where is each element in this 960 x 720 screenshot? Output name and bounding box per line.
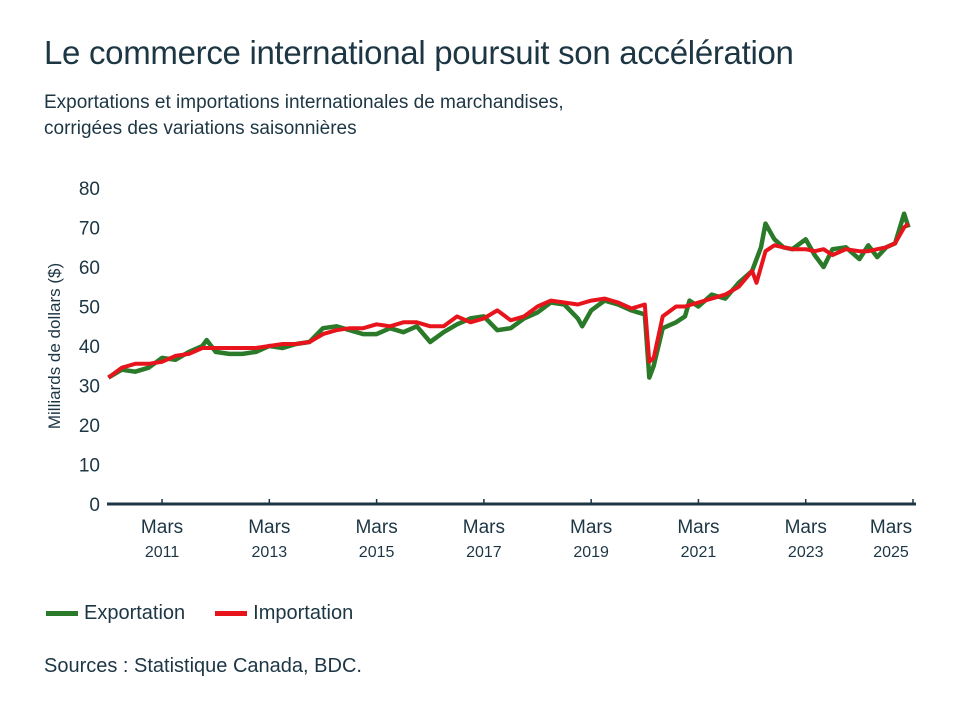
legend-item-exportation: Exportation — [46, 602, 185, 625]
y-tick-label: 80 — [79, 179, 100, 200]
subtitle-line: Exportations et importations internation… — [44, 92, 564, 113]
series-lines — [107, 211, 911, 380]
y-tick-label: 30 — [79, 377, 100, 398]
y-axis: 0 10 20 30 40 50 60 70 80 — [79, 179, 100, 516]
x-tick-label: Mars — [870, 517, 912, 538]
legend-label: Importation — [253, 602, 354, 624]
x-tick-sublabel: 2023 — [788, 544, 824, 561]
x-tick-label: Mars — [677, 517, 719, 538]
x-tick-sublabel: 2025 — [873, 544, 909, 561]
x-tick-label: Mars — [248, 517, 290, 538]
legend-label: Exportation — [84, 602, 186, 624]
x-tick-sublabel: 2017 — [466, 544, 502, 561]
source-note: Sources : Statistique Canada, BDC. — [44, 655, 362, 677]
y-tick-label: 50 — [79, 298, 100, 319]
x-tick-sublabel: 2019 — [573, 544, 609, 561]
series-line-exportation — [107, 211, 911, 380]
y-tick-label: 60 — [79, 258, 100, 279]
x-tick-label: Mars — [570, 517, 612, 538]
y-tick-label: 70 — [79, 219, 100, 240]
y-tick-label: 10 — [79, 456, 100, 477]
y-tick-label: 40 — [79, 337, 100, 358]
x-tick-sublabel: 2021 — [681, 544, 717, 561]
x-tick-sublabel: 2015 — [359, 544, 395, 561]
chart-subtitle: Exportations et importations internation… — [44, 90, 744, 142]
legend-item-importation: Importation — [215, 602, 353, 625]
legend: Exportation Importation — [46, 602, 383, 625]
series-line-importation — [107, 222, 910, 380]
x-axis: Mars 2011 Mars 2013 Mars 2015 Mars 2017 Mars 2019… — [107, 499, 916, 561]
x-tick-label: Mars — [141, 517, 183, 538]
legend-swatch-exportation — [46, 611, 78, 616]
x-tick-sublabel: 2011 — [145, 544, 180, 561]
legend-swatch-importation — [215, 611, 248, 616]
x-tick-label: Mars — [785, 517, 827, 538]
y-axis-label: Milliards de dollars ($) — [45, 263, 64, 429]
x-tick-sublabel: 2013 — [252, 544, 288, 561]
chart-title: Le commerce international poursuit son a… — [44, 34, 794, 71]
subtitle-line: corrigées des variations saisonnières — [44, 118, 357, 139]
y-tick-label: 20 — [79, 416, 100, 437]
x-tick-label: Mars — [463, 517, 505, 538]
x-tick-label: Mars — [355, 517, 397, 538]
y-tick-label: 0 — [89, 495, 100, 516]
